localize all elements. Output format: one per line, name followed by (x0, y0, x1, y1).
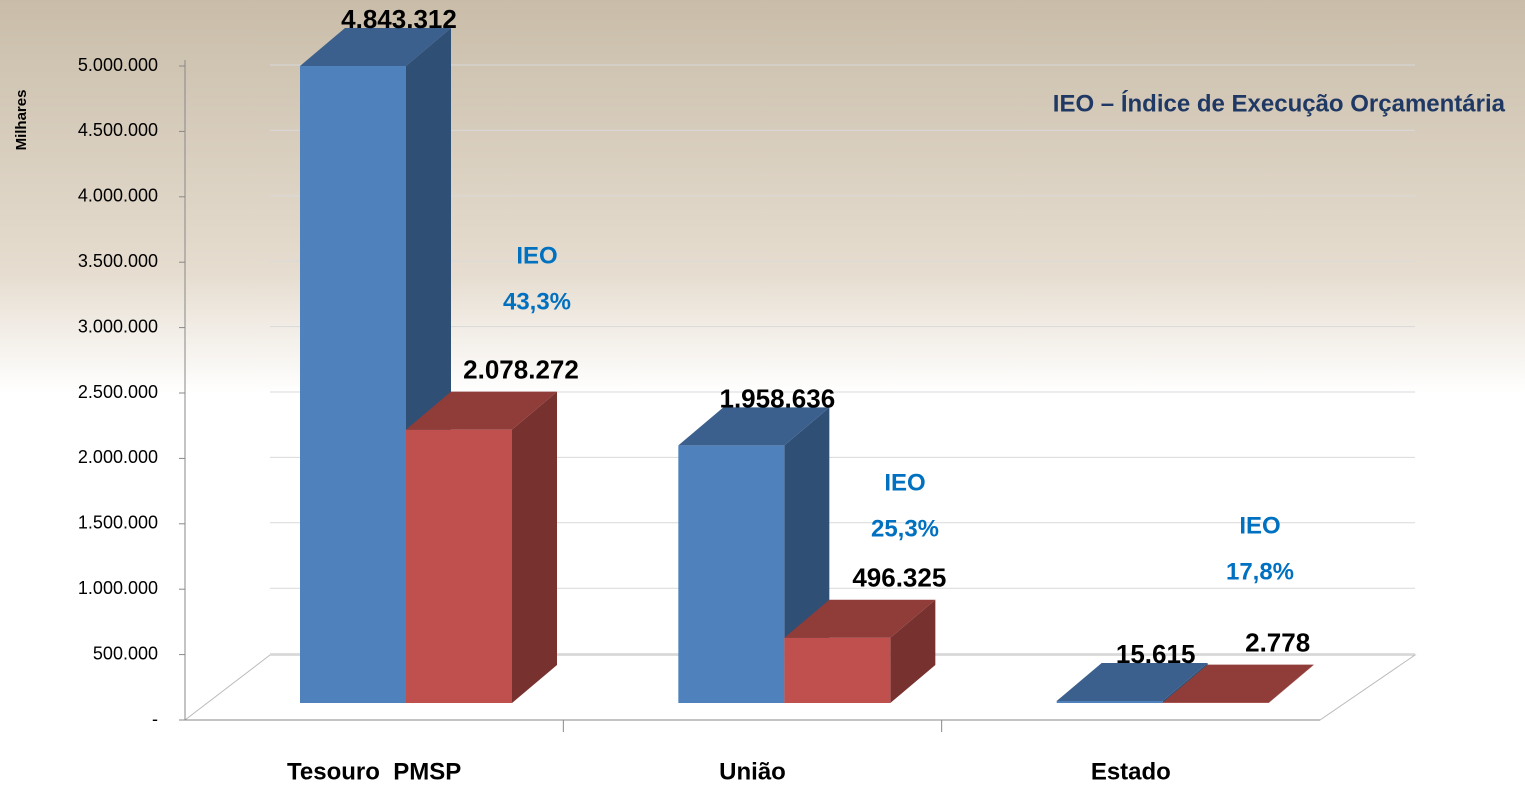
y-tick-label: 3.000.000 (78, 316, 158, 336)
bar-front (784, 638, 890, 703)
y-tick-label: 500.000 (93, 643, 158, 663)
y-tick-label: 5.000.000 (78, 55, 158, 75)
bar-front (300, 66, 406, 703)
value-label: 1.958.636 (719, 383, 835, 413)
value-label: 2.078.272 (463, 355, 579, 385)
page: IEO – Índice de Execução Orçamentária Mi… (0, 0, 1525, 786)
y-tick-label: 1.000.000 (78, 578, 158, 598)
value-label: 4.843.312 (341, 4, 457, 34)
bar-side (512, 392, 557, 703)
y-tick-label: 4.000.000 (78, 186, 158, 206)
annotation-title: IEO (516, 242, 557, 269)
bar-front (1057, 701, 1163, 703)
y-tick-label: 4.500.000 (78, 120, 158, 140)
x-tick-label: Tesouro PMSP (287, 758, 461, 785)
annotation-text: 17,8% (1226, 558, 1294, 585)
value-label: 15.615 (1116, 639, 1196, 669)
x-tick-label: Estado (1091, 758, 1171, 785)
chart: IEO – Índice de Execução Orçamentária Mi… (0, 0, 1525, 786)
value-label: 2.778 (1245, 628, 1310, 658)
chart-title: IEO – Índice de Execução Orçamentária (1053, 89, 1506, 117)
y-tick-label: 3.500.000 (78, 251, 158, 271)
y-tick-label: - (152, 709, 158, 729)
annotation-text: 25,3% (871, 515, 939, 542)
annotation-text: 43,3% (503, 288, 571, 315)
annotation-title: IEO (884, 469, 925, 496)
annotation-title: IEO (1239, 512, 1280, 539)
x-tick-label: União (719, 758, 786, 785)
y-tick-label: 2.000.000 (78, 447, 158, 467)
y-axis-label: Milhares (13, 90, 30, 151)
bar-front (406, 430, 512, 703)
bar-front (678, 445, 784, 703)
value-label: 496.325 (852, 563, 946, 593)
bar (406, 392, 557, 703)
y-tick-label: 1.500.000 (78, 513, 158, 533)
y-tick-label: 2.500.000 (78, 382, 158, 402)
